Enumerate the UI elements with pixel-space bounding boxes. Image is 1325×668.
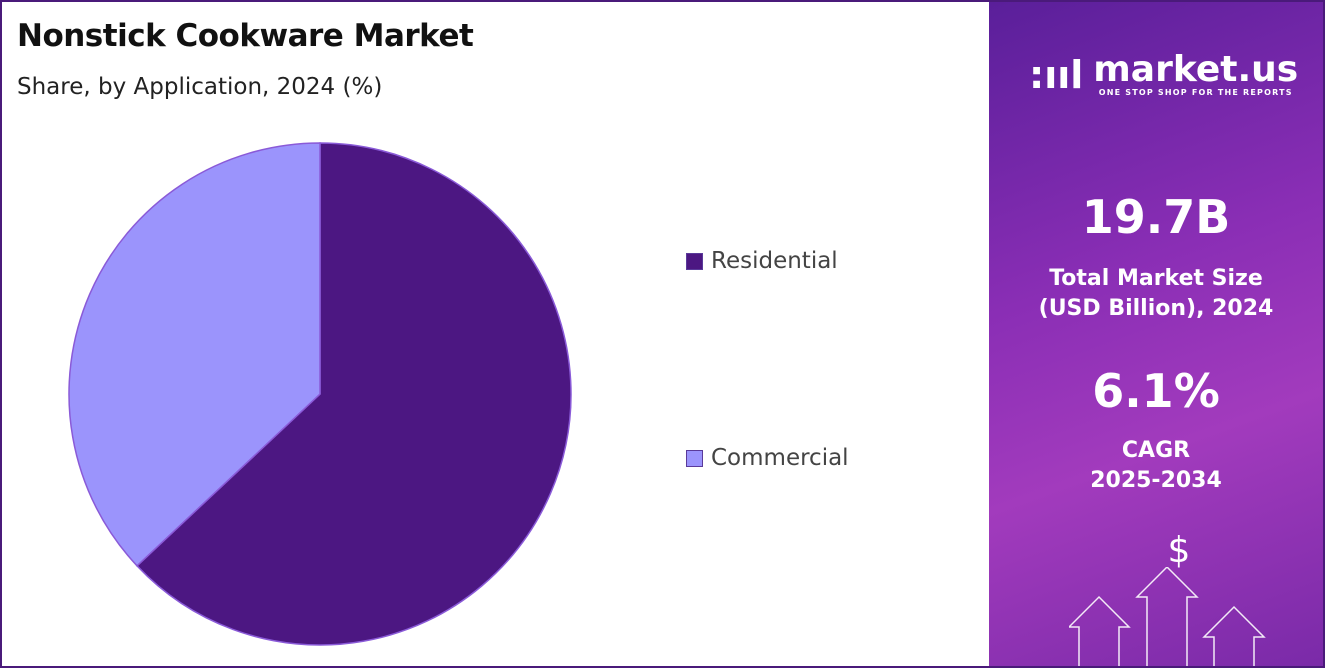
pie-slice-residential <box>135 142 572 646</box>
logo-name: market.us <box>1093 49 1299 90</box>
logo-icon: :ııl <box>1029 52 1084 97</box>
legend-label-commercial: Commercial <box>711 445 849 471</box>
legend-swatch-commercial <box>686 449 703 467</box>
cagr-period: 2025-2034 <box>1090 468 1222 493</box>
dollar-icon: $ <box>1167 530 1191 571</box>
chart-subtitle: Share, by Application, 2024 (%) <box>17 74 383 100</box>
chart-title: Nonstick Cookware Market <box>17 18 474 54</box>
legend-item-residential: Residential <box>686 248 838 274</box>
market-size-label: Total Market Size <box>1049 266 1263 291</box>
pie-chart <box>68 142 572 646</box>
cagr-label: CAGR <box>1121 438 1191 463</box>
cagr-value: 6.1% <box>1092 364 1220 418</box>
legend-label-residential: Residential <box>711 248 838 274</box>
growth-arrows-icon <box>1069 567 1266 666</box>
market-us-logo: :ııl market.us ONE STOP SHOP FOR THE REP… <box>1029 49 1299 98</box>
market-size-label-year: (USD Billion), 2024 <box>1038 296 1274 321</box>
logo-tagline: ONE STOP SHOP FOR THE REPORTS <box>1098 88 1293 97</box>
summary-panel: :ııl market.us ONE STOP SHOP FOR THE REP… <box>989 2 1323 666</box>
legend-item-commercial: Commercial <box>686 445 849 471</box>
market-size-value: 19.7B <box>1081 190 1231 244</box>
pie-slice-commercial <box>68 142 321 567</box>
legend-swatch-residential <box>686 252 703 270</box>
